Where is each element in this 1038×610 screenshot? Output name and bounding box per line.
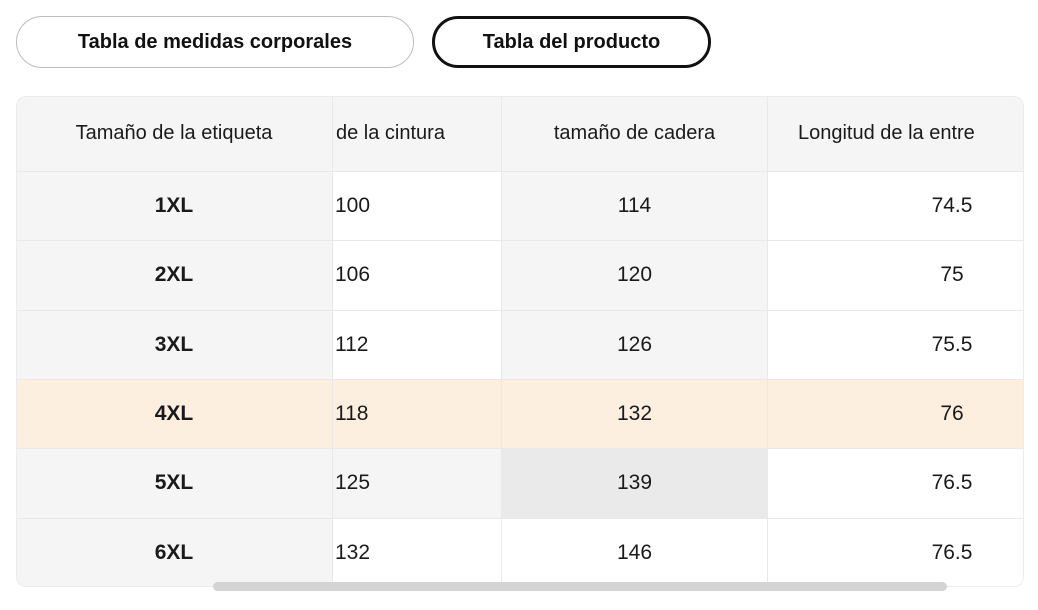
column-header-waist-size: de la cintura <box>333 96 502 171</box>
inseam-cell[interactable]: 74.5 <box>768 172 1024 241</box>
table-row: 2XL 106 120 75 <box>16 240 1024 310</box>
hip-cell[interactable]: 146 <box>502 518 768 587</box>
waist-cell[interactable]: 118 <box>333 379 502 449</box>
inseam-cell[interactable]: 76 <box>768 379 1024 449</box>
hip-cell[interactable]: 139 <box>502 449 768 518</box>
table-row: 6XL 132 146 76.5 <box>16 517 1024 587</box>
waist-cell[interactable]: 106 <box>333 241 502 310</box>
waist-cell[interactable]: 125 <box>333 449 502 518</box>
table-row: 5XL 125 139 76.5 <box>16 448 1024 518</box>
size-label-cell[interactable]: 1XL <box>16 172 333 241</box>
table-row: 4XL 118 132 76 <box>16 378 1024 449</box>
inseam-cell[interactable]: 75 <box>768 241 1024 310</box>
horizontal-scrollbar-thumb[interactable] <box>213 582 947 591</box>
hip-cell[interactable]: 114 <box>502 172 768 241</box>
waist-cell[interactable]: 112 <box>333 310 502 379</box>
size-label-cell[interactable]: 5XL <box>16 449 333 518</box>
tab-product-table[interactable]: Tabla del producto <box>432 16 711 68</box>
tab-body-measurements[interactable]: Tabla de medidas corporales <box>16 16 414 68</box>
column-header-inseam-length: Longitud de la entre <box>768 96 1024 171</box>
table-row: 1XL 100 114 74.5 <box>16 172 1024 241</box>
table-body: 1XL 100 114 74.5 2XL 106 120 75 3XL 112 126 75.5 4XL… <box>16 172 1024 587</box>
waist-cell[interactable]: 132 <box>333 518 502 587</box>
waist-cell[interactable]: 100 <box>333 172 502 241</box>
size-label-cell[interactable]: 3XL <box>16 310 333 379</box>
column-header-hip-size: tamaño de cadera <box>502 96 768 171</box>
inseam-cell[interactable]: 75.5 <box>768 310 1024 379</box>
size-label-cell[interactable]: 4XL <box>16 379 333 449</box>
table-type-tabs: Tabla de medidas corporales Tabla del pr… <box>16 16 711 68</box>
inseam-cell[interactable]: 76.5 <box>768 449 1024 518</box>
column-header-label-size: Tamaño de la etiqueta <box>16 96 333 171</box>
hip-cell[interactable]: 126 <box>502 310 768 379</box>
inseam-cell[interactable]: 76.5 <box>768 518 1024 587</box>
size-label-cell[interactable]: 2XL <box>16 241 333 310</box>
size-label-cell[interactable]: 6XL <box>16 518 333 587</box>
table-row: 3XL 112 126 75.5 <box>16 309 1024 379</box>
hip-cell[interactable]: 132 <box>502 379 768 449</box>
hip-cell[interactable]: 120 <box>502 241 768 310</box>
size-table-card: Tamaño de la etiqueta de la cintura tamaño… <box>16 96 1024 587</box>
table-header-row: Tamaño de la etiqueta de la cintura tamaño… <box>16 96 1024 172</box>
